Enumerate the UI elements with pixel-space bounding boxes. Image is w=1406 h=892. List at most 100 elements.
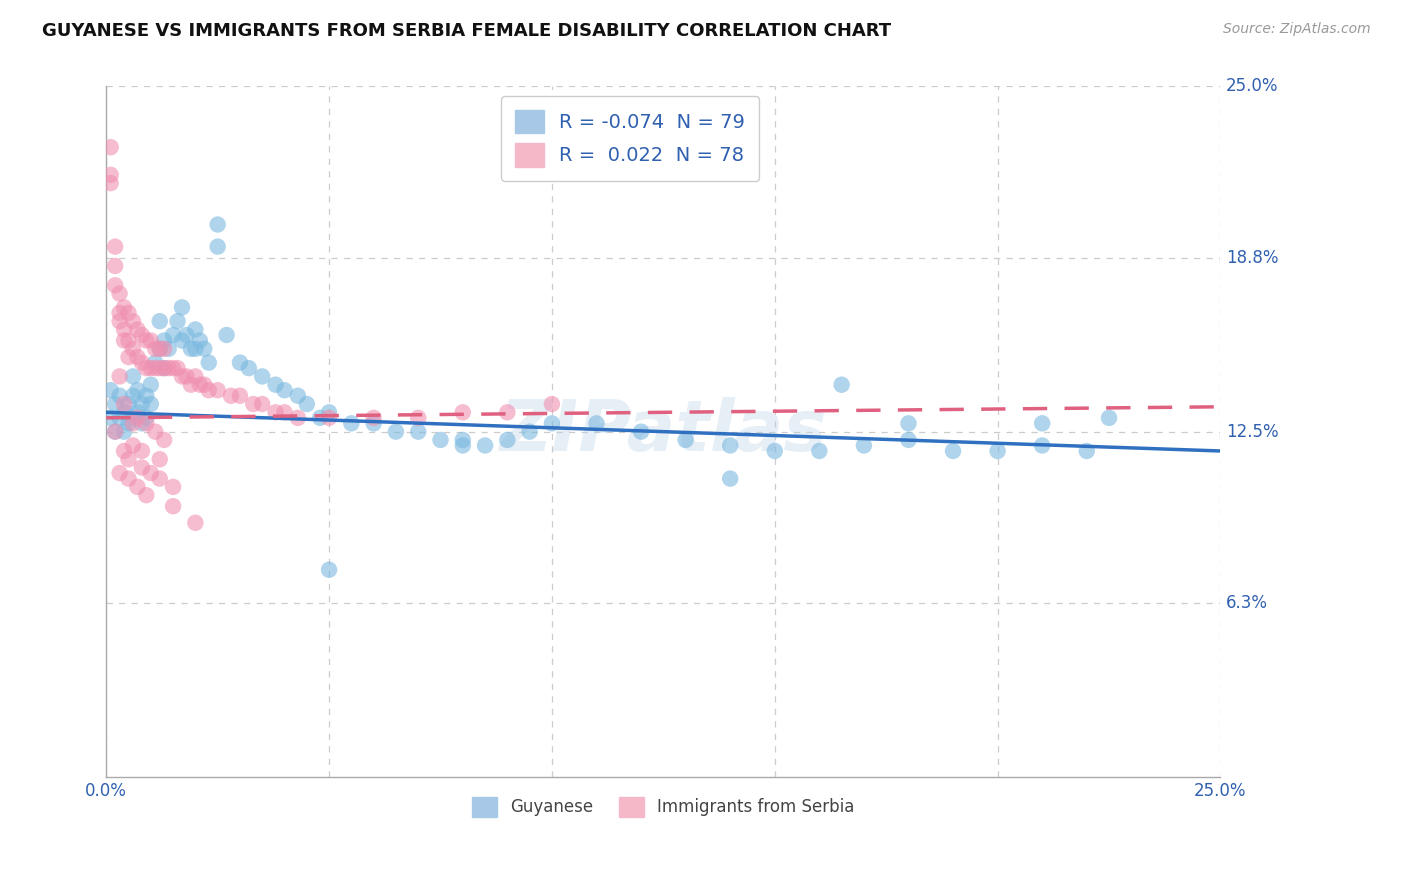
Point [112,397,135,411]
Point [112,425,135,439]
Point [170,369,193,384]
Point [112,334,135,348]
Point [135,361,157,376]
Point [135,410,157,425]
Point [104,259,127,273]
Point [273,405,295,419]
Point [451,433,474,447]
Point [153,334,176,348]
Point [149,361,172,376]
Point [117,472,139,486]
Point [139,466,162,480]
Point [153,361,176,376]
Point [112,301,135,315]
Point [139,334,162,348]
Point [176,369,198,384]
Point [108,410,131,425]
Point [207,383,229,397]
Point [122,342,145,356]
Point [831,377,853,392]
Point [987,444,1010,458]
Point [112,405,135,419]
Point [170,301,193,315]
Point [108,314,131,328]
Point [131,417,153,431]
Point [287,389,309,403]
Point [852,438,875,452]
Point [117,350,139,364]
Point [162,328,184,343]
Point [122,369,145,384]
Point [252,397,274,411]
Point [153,361,176,376]
Point [104,278,127,293]
Point [309,410,332,425]
Point [176,328,198,343]
Point [117,452,139,467]
Point [229,356,252,370]
Point [122,417,145,431]
Point [184,369,207,384]
Point [264,377,287,392]
Point [318,563,340,577]
Point [207,218,229,232]
Point [180,342,202,356]
Point [188,334,211,348]
Point [630,425,652,439]
Point [157,361,180,376]
Point [718,438,741,452]
Point [104,239,127,253]
Text: 12.5%: 12.5% [1226,423,1278,441]
Point [108,306,131,320]
Point [162,480,184,494]
Legend: Guyanese, Immigrants from Serbia: Guyanese, Immigrants from Serbia [465,790,860,824]
Point [149,342,172,356]
Point [143,356,166,370]
Point [197,356,219,370]
Point [153,342,176,356]
Point [519,425,541,439]
Point [363,417,385,431]
Point [287,410,309,425]
Point [429,433,451,447]
Point [808,444,831,458]
Point [170,334,193,348]
Point [100,383,122,397]
Point [117,417,139,431]
Point [153,433,176,447]
Point [117,397,139,411]
Point [139,377,162,392]
Point [122,389,145,403]
Point [108,389,131,403]
Point [184,516,207,530]
Point [406,425,429,439]
Point [108,286,131,301]
Point [122,438,145,452]
Point [897,433,920,447]
Point [451,405,474,419]
Point [184,322,207,336]
Point [675,433,697,447]
Point [117,306,139,320]
Text: 18.8%: 18.8% [1226,249,1278,267]
Point [131,444,153,458]
Point [166,361,188,376]
Text: GUYANESE VS IMMIGRANTS FROM SERBIA FEMALE DISABILITY CORRELATION CHART: GUYANESE VS IMMIGRANTS FROM SERBIA FEMAL… [42,22,891,40]
Point [252,369,274,384]
Point [406,410,429,425]
Point [1076,444,1098,458]
Point [188,377,211,392]
Point [1031,417,1053,431]
Point [100,140,122,154]
Point [127,322,149,336]
Point [166,314,188,328]
Point [127,383,149,397]
Point [718,472,741,486]
Point [108,369,131,384]
Point [242,397,264,411]
Point [122,314,145,328]
Text: Source: ZipAtlas.com: Source: ZipAtlas.com [1223,22,1371,37]
Point [184,342,207,356]
Point [157,342,180,356]
Point [318,405,340,419]
